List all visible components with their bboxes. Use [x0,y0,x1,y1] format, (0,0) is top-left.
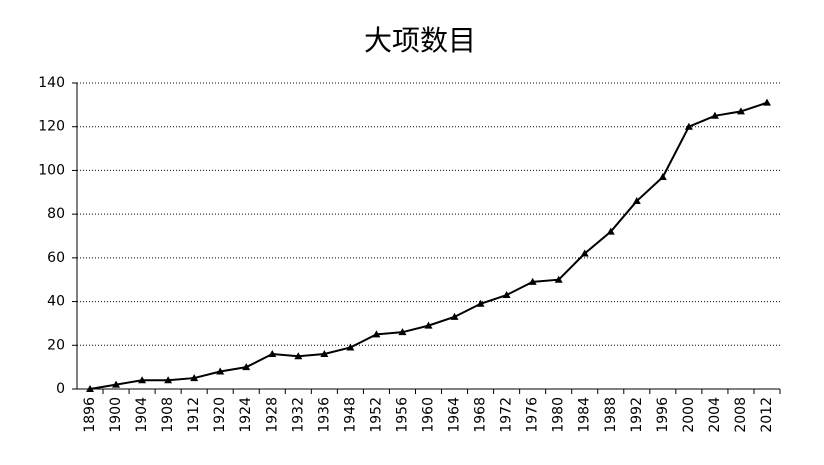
marker [86,385,95,392]
marker [268,350,277,358]
marker [216,367,225,375]
x-tick-label: 2000 [681,397,697,433]
x-tick-label: 1948 [342,397,358,433]
marker [710,111,719,119]
marker [580,249,589,257]
x-tick-label: 1912 [186,397,202,433]
x-tick-label: 1924 [238,397,254,433]
x-tick-label: 1928 [264,397,280,433]
x-tick-label: 1976 [525,397,541,433]
x-tick-label: 1972 [499,397,515,433]
x-tick-label: 1896 [82,397,98,433]
y-tick-label: 100 [38,162,65,178]
marker [372,330,381,338]
marker [138,376,147,384]
x-tick-label: 1952 [368,397,384,433]
marker [424,321,433,329]
marker [554,275,563,283]
x-tick-label: 2004 [707,397,723,433]
x-tick-label: 1932 [290,397,306,433]
x-tick-label: 2012 [759,397,775,433]
marker [606,227,615,235]
marker [320,350,329,358]
x-tick-label: 1992 [629,397,645,433]
chart-title: 大项数目 [364,24,476,57]
x-tick-label: 1968 [473,397,489,433]
marker [632,197,641,205]
y-tick-label: 20 [47,337,65,353]
x-tick-label: 1988 [603,397,619,433]
x-tick-label: 1956 [394,397,410,433]
marker [294,352,303,360]
x-tick-label: 1936 [316,397,332,433]
x-tick-label: 1904 [134,397,150,433]
marker [684,122,693,130]
marker [164,376,173,384]
x-tick-label: 1908 [160,397,176,433]
y-tick-label: 0 [56,381,65,397]
x-tick-label: 1964 [447,397,463,433]
marker [346,343,355,351]
x-tick-label: 1960 [421,397,437,433]
x-tick-label: 2008 [733,397,749,433]
x-tick-label: 1996 [655,397,671,433]
x-tick-label: 1980 [551,397,567,433]
marker [658,172,667,180]
y-tick-label: 140 [38,75,65,91]
marker [502,291,511,299]
marker [450,312,459,320]
y-tick-label: 40 [47,294,65,310]
x-tick-label: 1984 [577,397,593,433]
marker [736,107,745,115]
marker [528,277,537,285]
marker [190,374,199,382]
marker [242,363,251,371]
y-tick-label: 80 [47,206,65,222]
x-tick-label: 1920 [212,397,228,433]
marker [476,299,485,307]
y-tick-label: 60 [47,250,65,266]
marker [762,98,771,106]
marker [398,328,407,336]
y-tick-label: 120 [38,119,65,135]
x-tick-label: 1900 [108,397,124,433]
line [89,101,768,390]
marker [112,380,121,388]
